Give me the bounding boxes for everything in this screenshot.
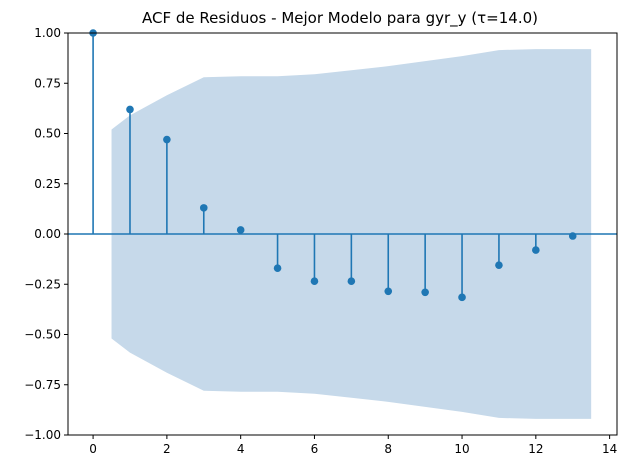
stem-marker-lag-8 — [384, 287, 393, 296]
stem-marker-lag-9 — [421, 288, 429, 297]
stem-marker-lag-12 — [532, 246, 540, 254]
x-tick-label-8: 8 — [384, 442, 392, 456]
stem-marker-lag-5 — [273, 264, 282, 272]
x-tick-label-12: 12 — [528, 442, 543, 456]
x-tick-label-0: 0 — [89, 442, 97, 456]
y-tick-label-7: 0.75 — [34, 76, 61, 90]
stem-marker-lag-4 — [236, 226, 245, 234]
stem-marker-lag-3 — [199, 204, 208, 212]
y-tick-label-1: −0.75 — [24, 378, 61, 392]
y-tick-label-5: 0.25 — [34, 177, 61, 191]
y-tick-label-4: 0.00 — [34, 227, 61, 241]
x-tick-label-2: 2 — [163, 442, 171, 456]
stem-marker-lag-10 — [458, 293, 466, 302]
x-tick-label-4: 4 — [237, 442, 245, 456]
stem-marker-lag-11 — [495, 261, 503, 269]
y-tick-label-6: 0.50 — [34, 127, 61, 141]
stem-marker-lag-1 — [126, 105, 134, 114]
y-tick-label-3: −0.25 — [24, 277, 61, 291]
x-tick-label-14: 14 — [602, 442, 617, 456]
y-tick-label-2: −0.50 — [24, 328, 61, 342]
stem-marker-lag-6 — [310, 277, 319, 286]
stem-marker-lag-2 — [163, 135, 171, 144]
axes: 0 2 4 6 8 10 12 14 −1.00 −0.75 −0.50 −0.25 0.00 0.25 0… — [24, 26, 618, 456]
chart-title: ACF de Residuos - Mejor Modelo para gyr_… — [142, 9, 538, 28]
y-tick-label-0: −1.00 — [24, 428, 61, 442]
x-tick-label-6: 6 — [311, 442, 319, 456]
stem-marker-lag-7 — [347, 277, 356, 286]
x-tick-label-10: 10 — [454, 442, 469, 456]
plot-area — [68, 29, 617, 419]
y-tick-label-8: 1.00 — [34, 26, 61, 40]
stem-marker-lag-13 — [568, 232, 577, 240]
